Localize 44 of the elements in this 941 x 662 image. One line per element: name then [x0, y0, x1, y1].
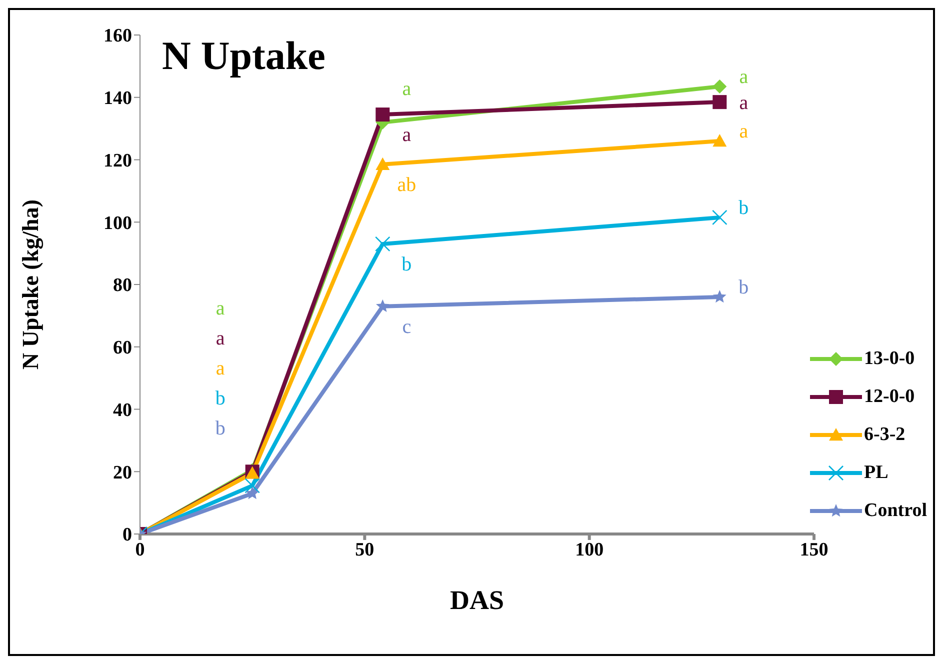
y-tick-label: 140	[104, 88, 132, 110]
annotation: a	[216, 358, 225, 380]
annotation: b	[402, 254, 412, 276]
annotation: a	[739, 120, 748, 143]
y-tick-label: 0	[122, 524, 132, 546]
annotation: b	[738, 197, 749, 220]
y-tick-label: 20	[113, 462, 132, 484]
point	[712, 290, 726, 303]
x-tick-label: 0	[135, 539, 145, 560]
legend-label: 12-0-0	[864, 386, 915, 408]
legend-label: Control	[864, 500, 927, 522]
point	[712, 95, 727, 110]
point	[712, 79, 727, 94]
annotation: a	[739, 66, 748, 88]
annotation: b	[215, 418, 226, 440]
legend-label: PL	[864, 462, 888, 484]
point	[376, 108, 390, 122]
legend-label: 13-0-0	[864, 348, 915, 370]
annotation: a	[402, 78, 412, 100]
x-tick-label: 50	[355, 539, 374, 560]
y-tick-label: 120	[104, 150, 132, 172]
chart-title: N Uptake	[162, 32, 326, 79]
annotation: ab	[397, 174, 416, 196]
y-tick-label: 100	[104, 212, 132, 234]
point	[376, 157, 390, 170]
point	[376, 299, 390, 312]
point	[246, 486, 259, 500]
annotation: a	[216, 328, 225, 350]
y-tick-label: 60	[113, 338, 132, 359]
legend-label: 6-3-2	[864, 424, 906, 446]
annotation: b	[215, 388, 226, 410]
y-tick-label: 160	[104, 26, 132, 47]
annotation: b	[738, 276, 749, 299]
y-tick-label: 40	[113, 400, 132, 421]
annotation: a	[739, 92, 748, 114]
x-axis-title: DAS	[450, 585, 504, 615]
y-tick-label: 80	[113, 275, 132, 296]
annotation: a	[216, 298, 225, 320]
point	[712, 134, 727, 147]
x-tick-label: 150	[800, 539, 828, 560]
x-tick-label: 100	[575, 539, 604, 560]
y-axis-title: N Uptake (kg/ha)	[18, 200, 44, 370]
annotation: a	[402, 124, 412, 146]
annotation: c	[402, 316, 412, 338]
